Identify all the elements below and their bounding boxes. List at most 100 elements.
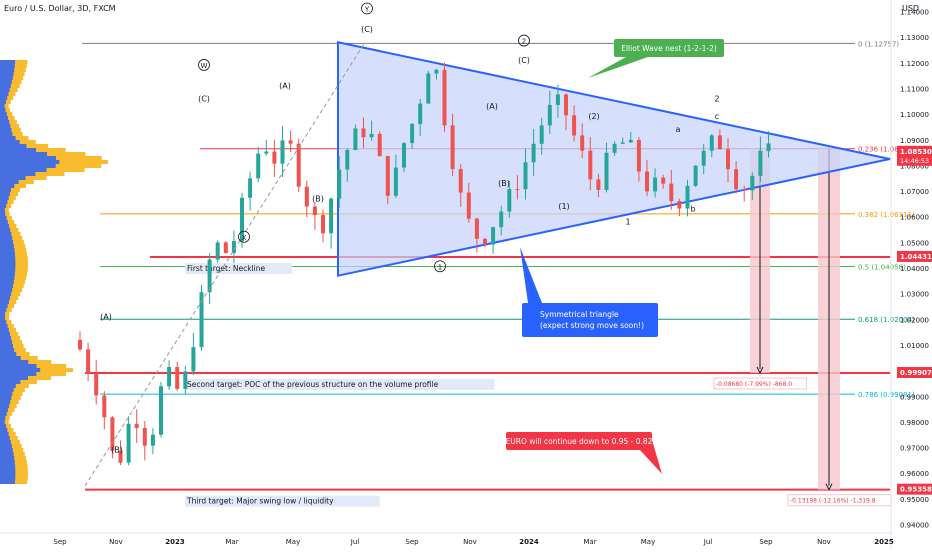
candle-body-83 — [750, 175, 755, 191]
candle-body-1 — [86, 349, 91, 374]
candle-body-50 — [483, 238, 487, 245]
candle-body-15 — [199, 292, 204, 348]
volume-bar-core-71 — [0, 344, 13, 348]
volume-bar-core-99 — [0, 456, 15, 460]
candle-body-85 — [766, 143, 771, 152]
wave-label-20: c — [715, 112, 719, 121]
price-axis: 1.14000 1.13000 1.12000 1.11000 1.10000 1.090… — [890, 0, 932, 550]
y-tick-4: 1.10000 — [900, 111, 929, 119]
dashed-trend-line — [84, 42, 366, 487]
callout-euro-bg — [506, 432, 652, 450]
candle-body-80 — [726, 149, 730, 170]
y-tick-1: 1.13000 — [900, 34, 929, 42]
candle-body-70 — [645, 171, 649, 192]
x-tick-11: Jul — [703, 538, 713, 546]
y-tick-18: 0.96000 — [900, 470, 929, 478]
volume-bar-core-15 — [0, 120, 10, 124]
y-tick-5: 1.09000 — [900, 137, 929, 145]
candle-body-65 — [604, 152, 609, 190]
volume-bar-core-57 — [0, 288, 13, 292]
volume-bar-core-51 — [0, 264, 16, 268]
volume-bar-core-46 — [0, 244, 14, 248]
candle-body-7 — [134, 423, 139, 428]
candle-body-27 — [296, 143, 301, 187]
volume-bar-core-37 — [0, 208, 5, 212]
candle-body-31 — [329, 198, 334, 234]
candle-body-10 — [159, 386, 163, 435]
volume-bar-core-32 — [0, 188, 11, 192]
volume-bar-core-20 — [0, 140, 20, 144]
candle-body-3 — [102, 395, 107, 418]
volume-bar-core-102 — [0, 468, 16, 472]
volume-bar-core-9 — [0, 96, 8, 100]
volume-bar-core-83 — [0, 392, 13, 396]
measure-label-bg-0 — [713, 377, 807, 390]
y-tick-17: 0.97000 — [900, 445, 929, 453]
wave-label-13: (C) — [518, 56, 530, 65]
volume-bar-core-64 — [0, 316, 6, 320]
volume-bar-core-69 — [0, 336, 12, 340]
x-tick-10: May — [641, 538, 655, 546]
x-tick-8: 2024 — [519, 538, 539, 546]
volume-bar-core-58 — [0, 292, 12, 296]
wave-label-3: W — [201, 62, 208, 70]
volume-bar-core-101 — [0, 464, 16, 468]
wave-label-16: 1 — [625, 217, 630, 226]
candle-body-60 — [564, 94, 568, 116]
candle-body-34 — [353, 128, 358, 151]
x-tick-3: Mar — [225, 538, 238, 546]
volume-bar-core-82 — [0, 388, 14, 392]
volume-bar-core-61 — [0, 304, 8, 308]
price-label-bg-0 — [897, 145, 932, 166]
volume-bar-core-49 — [0, 256, 16, 260]
time-axis: Sep Nov 2023 Mar May Jul Sep Nov 2024 Mar May Jul Se… — [0, 532, 894, 546]
measurement-boxes: -0.08680 (-7.99%) -868.0 -0.13198 (-12.16… — [713, 148, 892, 507]
volume-bar-core-41 — [0, 224, 10, 228]
volume-bar-core-10 — [0, 100, 6, 104]
volume-bar-core-42 — [0, 228, 11, 232]
wave-circle-3 — [198, 59, 210, 71]
volume-bar-core-16 — [0, 124, 11, 128]
candle-body-46 — [450, 125, 455, 170]
target-label-2: Third target: Major swing low / liquidit… — [186, 497, 334, 506]
volume-bar-core-36 — [0, 204, 7, 208]
fib-label-2: 0.382 (1.06111) — [858, 211, 915, 219]
y-tick-19: 0.95000 — [900, 496, 929, 504]
candle-body-55 — [523, 162, 528, 190]
x-tick-6: Sep — [405, 538, 419, 546]
measure-label-1: -0.13198 (-12.16%) -1,319.8 — [790, 498, 876, 505]
y-tick-9: 1.05000 — [900, 239, 929, 247]
candle-body-53 — [507, 189, 512, 212]
candle-body-14 — [191, 347, 196, 372]
volume-bar-core-96 — [0, 444, 12, 448]
volume-bar-core-12 — [0, 108, 6, 112]
currency-label: USD — [902, 4, 919, 13]
volume-bar-core-95 — [0, 440, 11, 444]
candle-body-42 — [418, 103, 423, 124]
volume-bar-core-87 — [0, 408, 8, 412]
symmetrical-triangle[interactable] — [337, 41, 891, 277]
fib-label-0: 0 (1.12757) — [858, 40, 899, 48]
volume-bar-core-34 — [0, 196, 9, 200]
candle-body-73 — [669, 183, 674, 202]
candle-body-58 — [547, 104, 552, 126]
candle-body-23 — [264, 151, 269, 154]
volume-bar-core-85 — [0, 400, 11, 404]
volume-bar-core-50 — [0, 260, 16, 264]
candle-body-33 — [345, 150, 350, 170]
candle-body-57 — [539, 125, 544, 144]
wave-label-2: (C) — [198, 94, 210, 103]
target-label-0: First target: Neckline — [187, 264, 265, 273]
fib-label-4: 0.618 (1.02004) — [858, 316, 915, 324]
candle-body-81 — [734, 169, 739, 190]
volume-bar-core-22 — [0, 148, 37, 152]
volume-bar-core-97 — [0, 448, 13, 452]
wave-label-18: b — [690, 205, 695, 214]
volume-bar-core-26 — [0, 164, 56, 168]
triangle-shape[interactable] — [337, 41, 891, 277]
volume-bar-core-92 — [0, 428, 8, 432]
volume-bar-core-88 — [0, 412, 7, 416]
volume-bar-core-33 — [0, 192, 10, 196]
candle-body-45 — [442, 69, 447, 126]
